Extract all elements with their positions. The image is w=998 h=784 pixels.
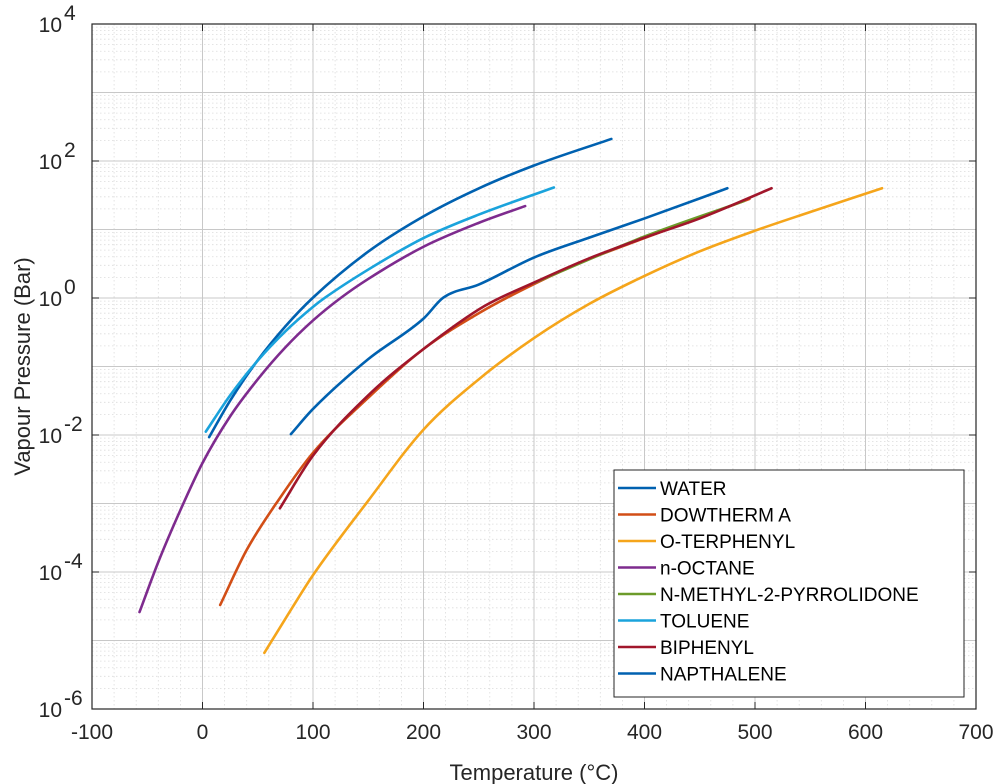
series-line-o-terphenyl (263, 186, 884, 655)
x-axis-title: Temperature (°C) (450, 760, 619, 784)
legend-label: BIPHENYL (660, 638, 754, 659)
y-tick-label: 10 (39, 288, 62, 311)
series-line-napthalene (289, 186, 729, 436)
x-tick-label: 600 (848, 721, 883, 744)
legend: WATER DOWTHERM A O-TERPHENYL n-OCTANE N-METH… (613, 469, 965, 698)
y-tick-label: 10 (39, 14, 62, 37)
x-tick-label: 500 (737, 721, 772, 744)
series-line-toluene (204, 186, 556, 433)
legend-label: WATER (660, 479, 727, 500)
y-tick-label: 10 (39, 562, 62, 585)
legend-label: NAPTHALENE (660, 665, 787, 686)
legend-label: n-OCTANE (660, 559, 755, 580)
y-tick-label: 10 (39, 425, 62, 448)
y-tick-label-exponent: -6 (64, 687, 83, 710)
legend-label: N-METHYL-2-PYRROLIDONE (660, 585, 919, 606)
y-tick-label-exponent: -2 (64, 413, 83, 436)
y-tick-label-exponent: 0 (64, 276, 76, 299)
x-tick-label: 100 (295, 721, 330, 744)
legend-label: TOLUENE (660, 612, 749, 633)
legend-label: DOWTHERM A (660, 506, 791, 527)
legend-label: O-TERPHENYL (660, 532, 795, 553)
x-tick-label: 700 (958, 721, 993, 744)
x-axis-ticks: -100 0 100 200 300 400 500 600 700 (71, 24, 994, 744)
x-tick-label: 400 (627, 721, 662, 744)
legend-box (613, 469, 965, 698)
y-tick-label: 10 (39, 151, 62, 174)
series-layer (138, 137, 884, 655)
y-tick-label-exponent: -4 (64, 550, 83, 573)
x-tick-label: 0 (197, 721, 209, 744)
x-tick-label: 300 (516, 721, 551, 744)
x-tick-label: -100 (71, 721, 113, 744)
x-tick-label: 200 (406, 721, 441, 744)
y-tick-label-exponent: 4 (64, 2, 76, 25)
y-axis-title: Vapour Pressure (Bar) (10, 257, 35, 475)
series-line-biphenyl (278, 186, 773, 510)
series-line-n-octane (138, 204, 527, 614)
y-tick-label: 10 (39, 699, 62, 722)
y-tick-label-exponent: 2 (64, 139, 76, 162)
